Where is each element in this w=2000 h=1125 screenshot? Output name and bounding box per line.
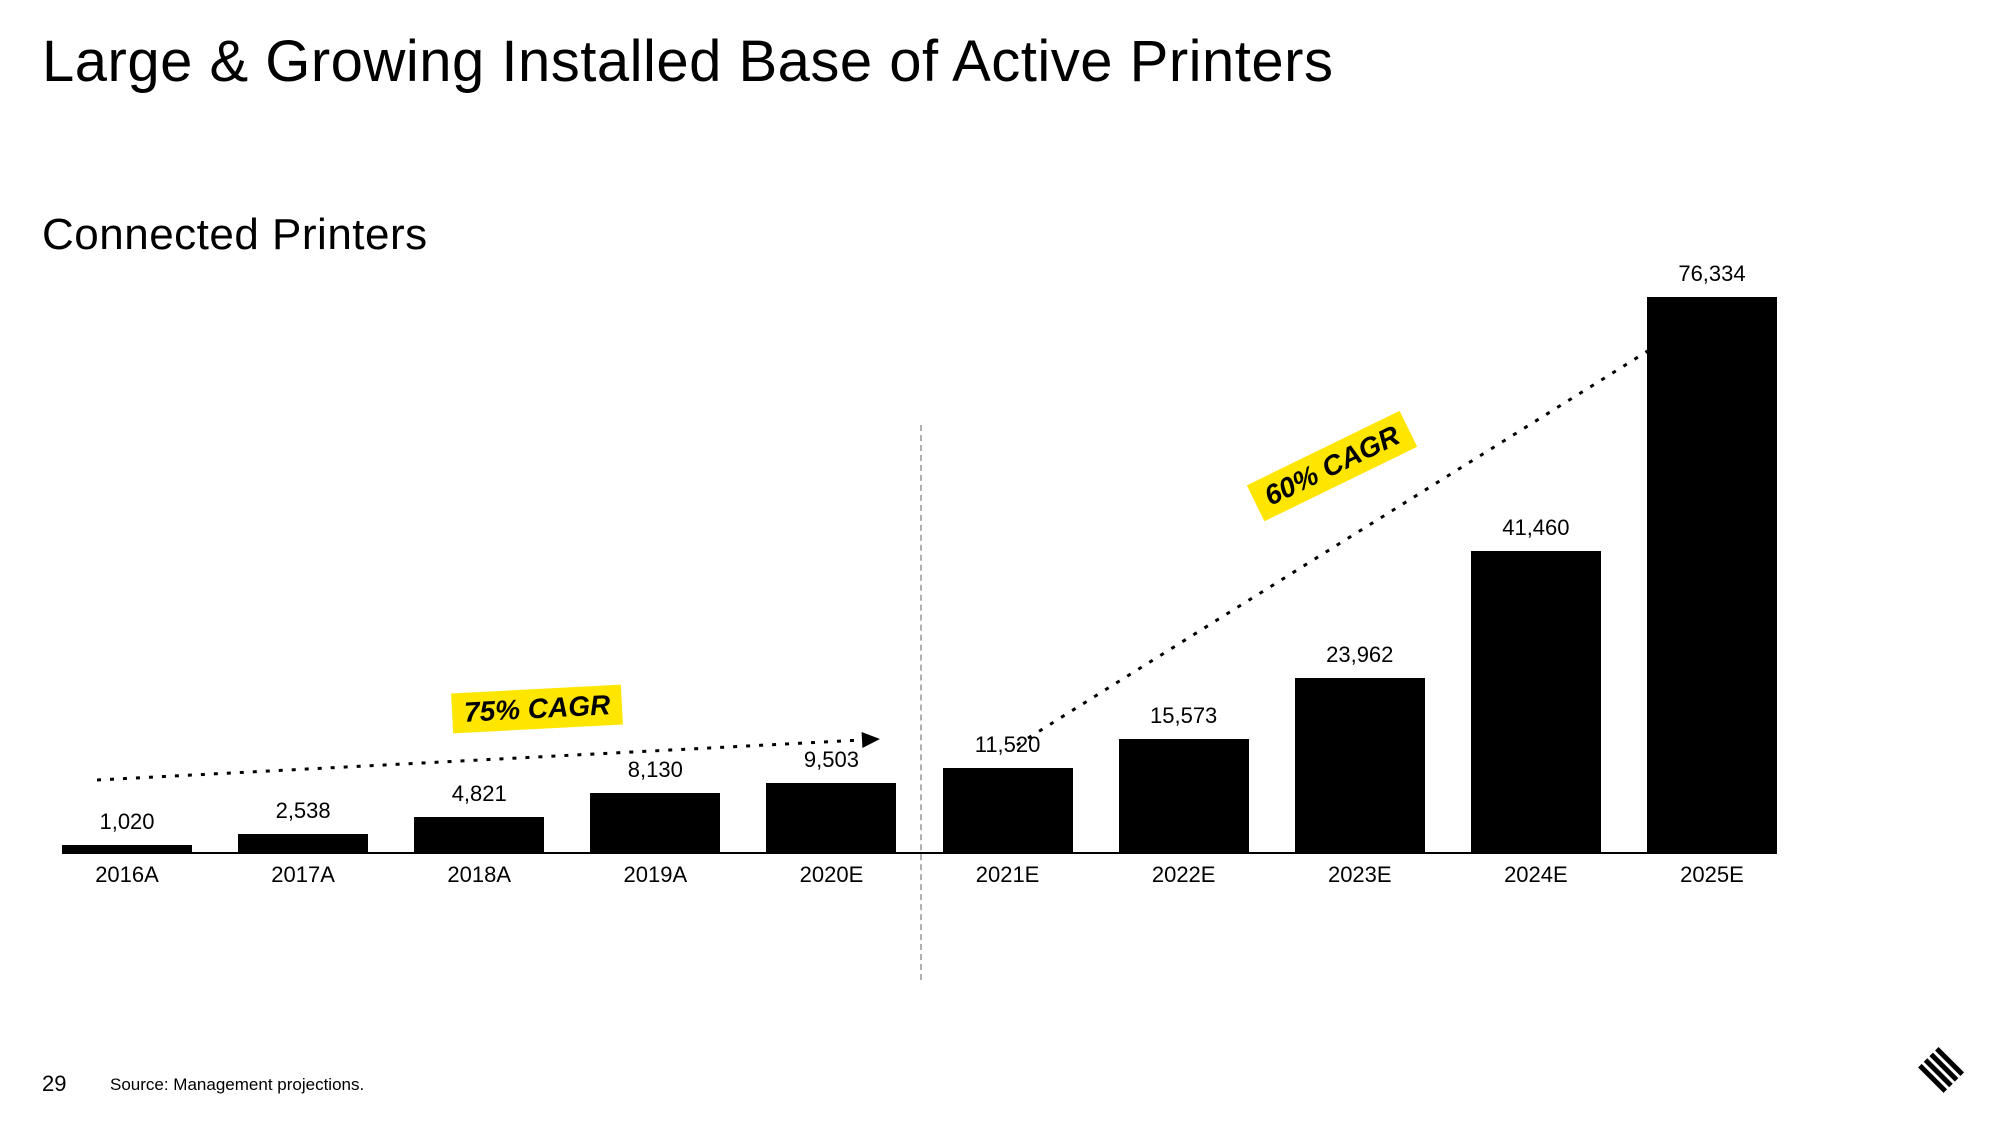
x-label: 2025E	[1647, 862, 1777, 888]
x-label: 2017A	[238, 862, 368, 888]
x-label: 2019A	[590, 862, 720, 888]
bar-value-label: 23,962	[1326, 642, 1393, 668]
page-number: 29	[42, 1071, 66, 1097]
x-label: 2020E	[766, 862, 896, 888]
bar-2022E: 15,573	[1119, 703, 1249, 852]
bar-2023E: 23,962	[1295, 642, 1425, 852]
bar-2024E: 41,460	[1471, 515, 1601, 852]
x-label: 2021E	[943, 862, 1073, 888]
bar-rect	[238, 834, 368, 852]
bar-value-label: 8,130	[628, 757, 683, 783]
bar-chart: 1,020 2,538 4,821 8,130 9,503 11,520 15,573 23,…	[62, 290, 1777, 880]
x-label: 2024E	[1471, 862, 1601, 888]
source-note: Source: Management projections.	[110, 1075, 364, 1095]
bar-value-label: 1,020	[99, 809, 154, 835]
bar-rect	[414, 817, 544, 852]
bar-rect	[1471, 551, 1601, 852]
bar-rect	[766, 783, 896, 852]
bar-rect	[590, 793, 720, 852]
company-logo-icon	[1914, 1045, 1966, 1097]
period-divider	[920, 425, 922, 980]
bar-2020E: 9,503	[766, 747, 896, 852]
bar-2016A: 1,020	[62, 809, 192, 852]
bar-2018A: 4,821	[414, 781, 544, 852]
slide-title: Large & Growing Installed Base of Active…	[42, 28, 1333, 95]
bar-rect	[1119, 739, 1249, 852]
bar-2025E: 76,334	[1647, 261, 1777, 852]
bar-2019A: 8,130	[590, 757, 720, 852]
x-label: 2018A	[414, 862, 544, 888]
x-label: 2023E	[1295, 862, 1425, 888]
chart-subtitle: Connected Printers	[42, 210, 428, 260]
bar-value-label: 11,520	[975, 732, 1041, 758]
x-label: 2016A	[62, 862, 192, 888]
bar-rect	[1647, 297, 1777, 852]
bar-rect	[1295, 678, 1425, 852]
bar-value-label: 9,503	[804, 747, 859, 773]
bar-value-label: 4,821	[452, 781, 507, 807]
bar-2017A: 2,538	[238, 798, 368, 852]
x-label: 2022E	[1119, 862, 1249, 888]
bar-rect	[62, 845, 192, 852]
bar-2021E: 11,520	[943, 732, 1073, 852]
bar-value-label: 76,334	[1678, 261, 1745, 287]
bar-rect	[943, 768, 1073, 852]
bar-value-label: 41,460	[1502, 515, 1569, 541]
bar-value-label: 2,538	[276, 798, 331, 824]
bar-value-label: 15,573	[1150, 703, 1217, 729]
